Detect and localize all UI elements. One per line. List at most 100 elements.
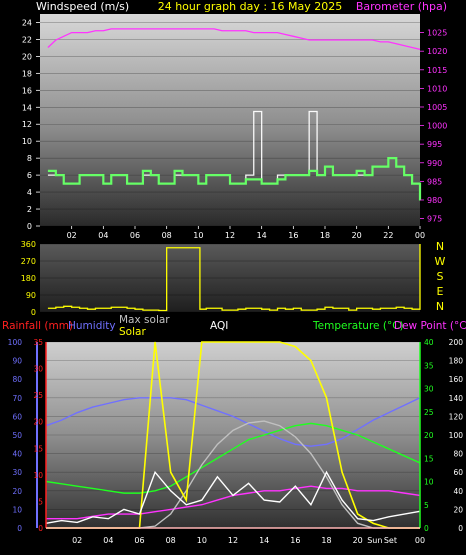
humidity-tick-label: 50 [12,431,22,440]
aqi-tick-label: 120 [449,412,464,421]
time-tick-label: 10 [197,536,207,545]
series-line-direction [47,244,421,312]
compass-letter: S [437,270,444,283]
humidity-tick-label: 10 [12,505,22,514]
direction-tick-label: 270 [21,257,36,266]
humidity-tick-label: 70 [12,394,22,403]
temperature-tick-label: 0 [424,524,429,533]
direction-tick-label: 360 [21,240,36,249]
direction-tick-label: 90 [26,291,36,300]
rainfall-tick-label: 15 [33,444,43,453]
compass-letter: E [437,285,444,298]
rainfall-tick-label: 35 [33,338,43,347]
time-tick-label: 10 [193,231,203,240]
rain-humidity-temp-panel: 0102030405060708090100051015202530350510… [8,338,464,545]
humidity-tick-label: 80 [12,375,22,384]
time-tick-label: 16 [290,536,300,545]
aqi-tick-label: 160 [449,375,464,384]
temperature-tick-label: 5 [424,501,429,510]
time-tick-label: 20 [353,536,363,545]
time-tick-label: Sun [367,536,382,545]
time-tick-label: 12 [228,536,238,545]
humidity-tick-label: 40 [12,450,22,459]
direction-tick-label: 180 [21,274,36,283]
windspeed-tick-label: 24 [22,18,32,27]
barometer-tick-label: 1010 [427,84,447,93]
time-tick-label: 14 [257,231,267,240]
aqi-tick-label: 200 [449,338,464,347]
barometer-tick-label: 990 [427,159,442,168]
windspeed-tick-label: 12 [22,120,32,129]
time-tick-label: 08 [166,536,176,545]
windspeed-tick-label: 8 [27,154,32,163]
aqi-tick-label: 100 [449,431,464,440]
time-tick-label: 18 [321,536,331,545]
barometer-tick-label: 1025 [427,29,447,38]
aqi-tick-label: 40 [453,487,463,496]
time-tick-label: 02 [72,536,82,545]
barometer-tick-label: 980 [427,196,442,205]
windspeed-axis-title: Windspeed (m/s) [36,0,129,13]
barometer-tick-label: 985 [427,177,442,186]
compass-letter: W [435,255,446,268]
series-line-temperature [45,422,421,494]
temperature-legend: Temperature (°C) [312,320,404,332]
temperature-tick-label: 25 [424,408,434,417]
temperature-tick-label: 15 [424,454,434,463]
time-tick-label: 14 [259,536,269,545]
series-line-barometer [47,28,421,50]
humidity-legend: Humidity [68,320,116,332]
windspeed-tick-label: 20 [22,52,32,61]
aqi-tick-label: 20 [453,505,463,514]
time-tick-label: Set [384,536,397,545]
rainfall-tick-label: 25 [33,391,43,400]
temperature-tick-label: 20 [424,431,434,440]
direction-tick-label: 0 [31,308,36,317]
time-tick-label: 04 [98,231,108,240]
rainfall-tick-label: 0 [38,524,43,533]
panel1-background [40,14,420,226]
panel3-axes: 0102030405060708090100051015202530350510… [8,338,464,533]
time-tick-label: 18 [320,231,330,240]
max-solar-legend: Max solar [119,314,170,326]
humidity-tick-label: 90 [12,357,22,366]
time-tick-label: 06 [130,231,140,240]
windspeed-tick-label: 18 [22,69,32,78]
humidity-tick-label: 30 [12,468,22,477]
barometer-tick-label: 1015 [427,66,447,75]
compass-letter: N [436,240,444,253]
aqi-tick-label: 80 [453,450,463,459]
rainfall-tick-label: 30 [33,365,43,374]
dewpoint-legend: Dew Point (°C) [394,320,466,332]
rainfall-legend: Rainfall (mm) [2,320,73,332]
aqi-legend: AQI [210,320,228,332]
time-tick-label: 12 [225,231,235,240]
aqi-tick-label: 140 [449,394,464,403]
chart-title: 24 hour graph day : 16 May 2025 [158,0,343,13]
windspeed-tick-label: 16 [22,86,32,95]
barometer-tick-label: 1005 [427,103,447,112]
aqi-tick-label: 60 [453,468,463,477]
windspeed-tick-label: 6 [27,171,32,180]
panel2-grid [40,243,420,313]
windspeed-tick-label: 2 [27,205,32,214]
series-line-aqi [45,470,421,525]
time-tick-label: 02 [67,231,77,240]
temperature-tick-label: 40 [424,338,434,347]
time-tick-label: 16 [288,231,298,240]
windspeed-tick-label: 10 [22,137,32,146]
humidity-tick-label: 0 [17,524,22,533]
barometer-tick-label: 975 [427,215,442,224]
series-line-wind-avg [47,157,422,201]
rainfall-tick-label: 20 [33,418,43,427]
windspeed-tick-label: 14 [22,103,32,112]
time-tick-label: 22 [383,231,393,240]
windspeed-tick-label: 4 [27,188,32,197]
panel1-series [47,28,422,201]
time-tick-label: 00 [415,231,425,240]
solar-legend: Solar [119,326,146,338]
